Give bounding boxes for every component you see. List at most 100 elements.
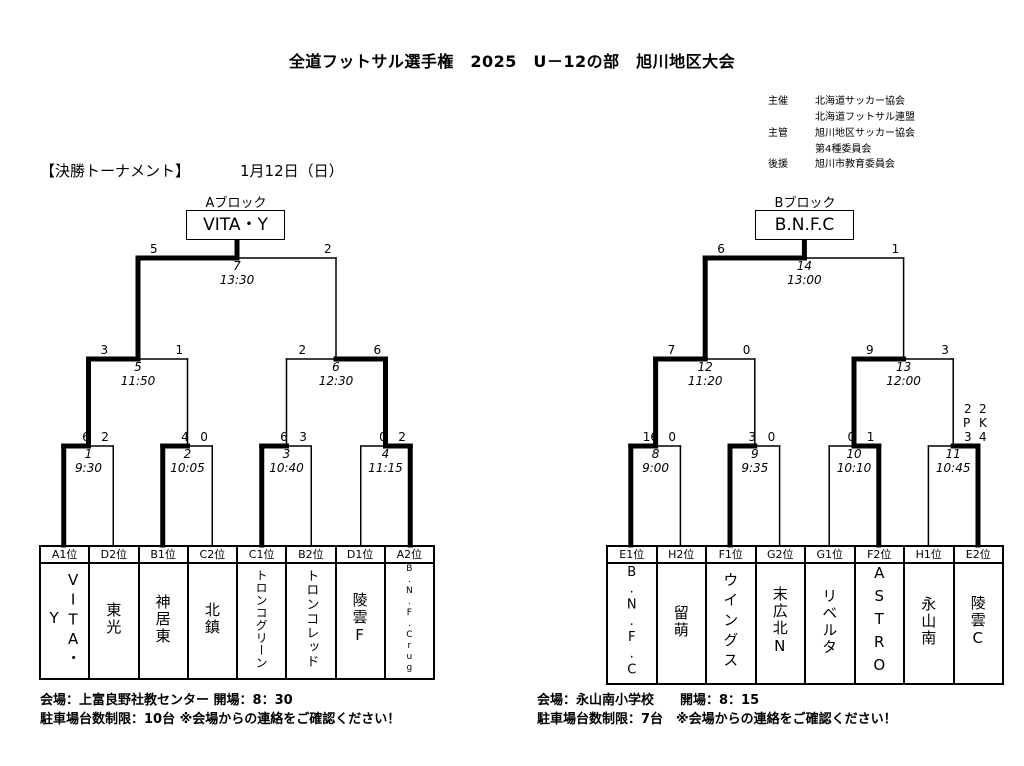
match-time: 10:10 (836, 461, 872, 475)
parking-info-b: 駐車場台数制限：7台 ※会場からの連絡をご確認ください！ (537, 712, 897, 727)
score-left: 4 (181, 430, 189, 444)
score-left: 3 (748, 430, 756, 444)
match-number: 7 (233, 259, 241, 273)
score-left: 6 (280, 430, 288, 444)
team-seed: G2位 (754, 545, 806, 564)
match-time: 9:30 (75, 461, 102, 475)
score-left: 0 (847, 430, 856, 444)
team-cell: 留萌 (655, 562, 707, 685)
team-table-a: A1位 D2位 B1位 C2位 C1位 B2位 D1位 A2位 VITA・Y 東光 神居東 北鎮 トロン… (38, 545, 436, 680)
match-number: 10 (846, 447, 862, 461)
team-seed: C2位 (186, 545, 239, 564)
match-time: 12:00 (886, 374, 921, 388)
team-cell: B.N.F.C (606, 562, 658, 685)
team-cell: 東光 (88, 562, 140, 680)
score-right: 2 (979, 402, 987, 416)
match-number: 11 (945, 447, 961, 461)
team-cell: 陵雲C (952, 562, 1004, 685)
score-right: 2 (324, 242, 332, 256)
organizer-name: 北海道サッカー協会 (815, 96, 905, 107)
pk-score-left: 3 (964, 430, 972, 444)
score-right: 0 (200, 430, 208, 444)
team-name: 永山南 (919, 596, 938, 647)
team-seed: E1位 (606, 545, 658, 564)
match-time: 12:30 (318, 374, 354, 388)
score-right: 3 (941, 343, 949, 357)
score-left: 0 (379, 430, 387, 444)
team-cell: 北鎮 (186, 562, 239, 680)
team-name: VITA・Y (45, 571, 83, 667)
score-right: 3 (299, 430, 307, 444)
score-right: 0 (668, 430, 677, 444)
team-name: 陵雲F (350, 592, 369, 646)
organizer-name: 北海道フットサル連盟 (815, 112, 915, 123)
team-table-b: E1位 H2位 F1位 G2位 G1位 F2位 H1位 E2位 B.N.F.C 留萌 ウイングス 末広… (606, 545, 1004, 685)
team-name: 末広北N (770, 586, 789, 657)
team-seed: D2位 (88, 545, 140, 564)
match-number: 9 (750, 447, 759, 461)
score-left: 5 (150, 242, 158, 256)
score-right: 2 (398, 430, 406, 444)
block-label-b: Bブロック (774, 196, 836, 211)
team-name: B.N.F.C (624, 564, 640, 679)
team-cell: 陵雲F (334, 562, 386, 680)
team-name: B.N.F.Crug (404, 564, 415, 674)
organizer-role: 主催 (768, 96, 788, 107)
team-cell: B.N.F.Crug (383, 562, 436, 680)
team-seed: C1位 (235, 545, 288, 564)
match-time: 10:05 (170, 461, 205, 475)
match-number: 5 (134, 360, 142, 374)
organizer-name: 旭川地区サッカー協会 (815, 128, 915, 139)
score-left: 6 (717, 242, 725, 256)
team-seed: H1位 (903, 545, 955, 564)
team-cell: トロンコレッド (285, 562, 337, 680)
score-left: 3 (100, 343, 109, 357)
team-seed: A1位 (38, 545, 91, 564)
team-cell: ASTRO (853, 562, 905, 685)
organizer-name: 第4種委員会 (815, 144, 872, 155)
score-right: 0 (767, 430, 776, 444)
score-left: 16 (642, 430, 659, 444)
score-left: 9 (866, 343, 874, 357)
score-right: 1 (866, 430, 875, 444)
match-number: 12 (697, 360, 713, 374)
page-title: 全道フットサル選手権 2025 U－12の部 旭川地区大会 (288, 52, 736, 71)
score-right: 0 (742, 343, 751, 357)
team-name: トロンコレッド (303, 569, 319, 669)
score-left: 7 (667, 343, 676, 357)
team-cell: 神居東 (137, 562, 189, 680)
score-right: 6 (373, 343, 382, 357)
score-left: 2 (964, 402, 972, 416)
team-seed: B2位 (285, 545, 337, 564)
match-time: 9:35 (741, 461, 769, 475)
venue-info-a: 会場：上富良野社教センター 開場：8：30 (40, 693, 293, 708)
match-number: 1 (84, 447, 93, 461)
score-right: 2 (101, 430, 109, 444)
team-cell: ウイングス (705, 562, 757, 685)
match-time: 13:00 (787, 273, 822, 287)
team-seed: H2位 (655, 545, 707, 564)
parking-info-a: 駐車場台数制限：10台 ※会場からの連絡をご確認ください！ (40, 712, 401, 727)
team-cell: トロンコグリーン (235, 562, 288, 680)
score-right: 1 (175, 343, 184, 357)
team-name: リベルタ (820, 587, 839, 656)
team-seed: E2位 (952, 545, 1004, 564)
team-cell: 永山南 (903, 562, 955, 685)
section-label: 【決勝トーナメント】 (40, 162, 191, 180)
champion-box-a: VITA・Y (186, 210, 285, 240)
pk-label: K (979, 416, 987, 430)
match-number: 3 (282, 447, 291, 461)
match-number: 8 (651, 447, 660, 461)
venue-info-b: 会場：永山南小学校 開場：8：15 (537, 693, 760, 708)
pk-label: P (963, 416, 971, 430)
organizer-role: 主管 (768, 128, 788, 139)
team-seed: G1位 (804, 545, 856, 564)
match-time: 10:45 (935, 461, 971, 475)
match-number: 6 (332, 360, 340, 374)
champion-box-b: B.N.F.C (755, 210, 854, 240)
event-date: 1月12日（日） (240, 162, 344, 180)
team-name: 陵雲C (968, 594, 987, 649)
team-name: 神居東 (153, 593, 172, 645)
match-time: 11:15 (368, 461, 403, 475)
